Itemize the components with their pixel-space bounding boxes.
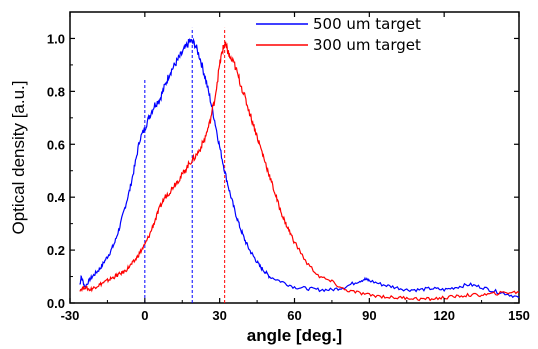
reference-lines	[144, 27, 226, 303]
y-tick-label: 0.4	[47, 190, 66, 205]
x-tick-label: 0	[141, 308, 148, 323]
y-tick-label: 1.0	[47, 31, 65, 46]
x-tick-label: 150	[508, 308, 530, 323]
legend: 500 um target 300 um target	[256, 15, 421, 54]
series-line-500um	[79, 37, 520, 299]
legend-label: 300 um target	[313, 36, 421, 54]
x-tick-label: -30	[61, 308, 80, 323]
y-axis-ticks: 0.0 0.2 0.4 0.6 0.8 1.0	[47, 11, 519, 311]
x-axis-title: angle [deg.]	[247, 326, 342, 345]
y-tick-label: 0.2	[47, 243, 65, 258]
series-line-300um	[79, 41, 520, 302]
legend-label: 500 um target	[313, 15, 421, 33]
x-tick-label: 60	[287, 308, 301, 323]
y-axis-title: Optical density [a.u.]	[9, 80, 28, 234]
x-tick-label: 120	[433, 308, 455, 323]
x-tick-label: 30	[212, 308, 226, 323]
x-axis-ticks: -30 0 30 60 90 120 150	[61, 12, 530, 323]
y-tick-label: 0.8	[47, 84, 65, 99]
plot-area	[69, 11, 520, 304]
series-lines	[79, 37, 520, 302]
x-tick-label: 90	[362, 308, 376, 323]
y-tick-label: 0.0	[47, 296, 65, 311]
y-tick-label: 0.6	[47, 137, 65, 152]
